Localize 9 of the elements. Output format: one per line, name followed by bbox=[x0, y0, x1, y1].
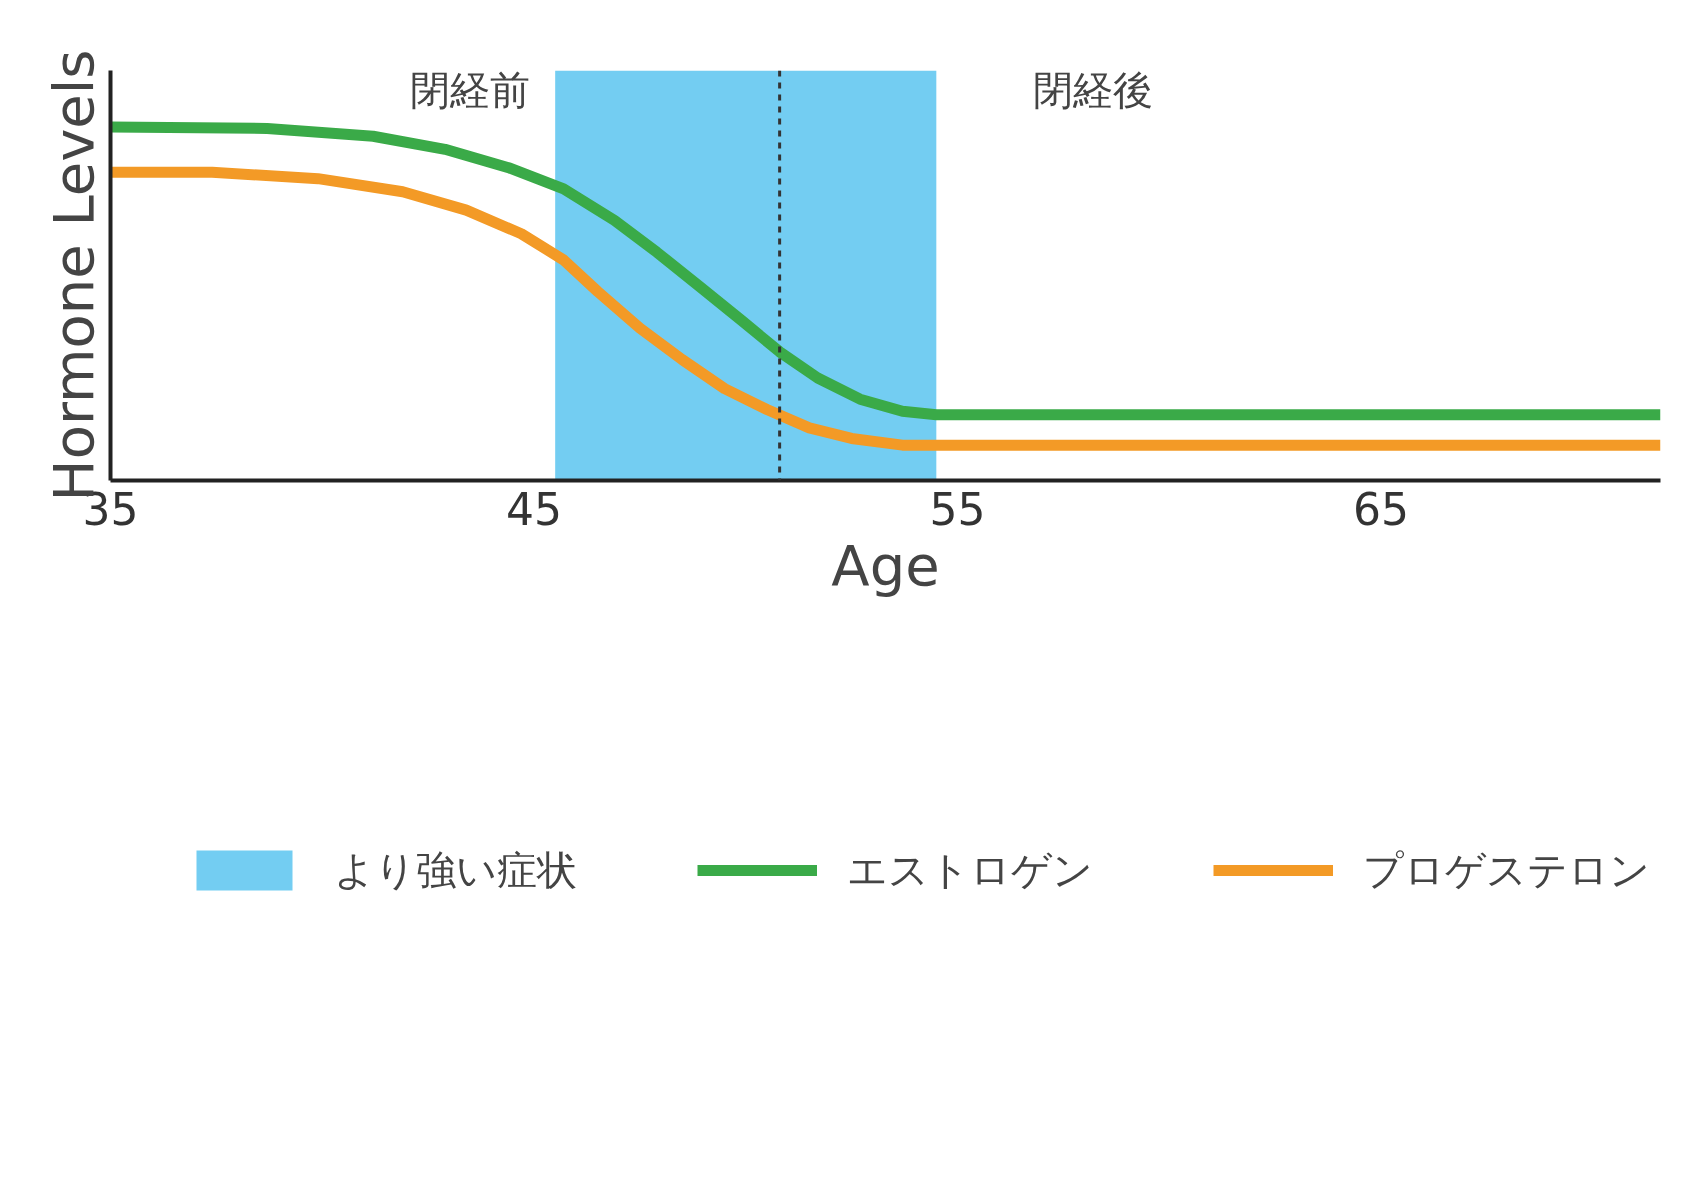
text: 閉経前 bbox=[410, 66, 531, 113]
x-tick-label: 45 bbox=[506, 483, 562, 535]
legend-label: プロゲステロン bbox=[1363, 845, 1650, 895]
x-tick-label: 65 bbox=[1353, 483, 1409, 535]
legend-label: エストロゲン bbox=[847, 845, 1093, 895]
x-axis-title: Age bbox=[831, 532, 940, 598]
x-tick-label: 55 bbox=[929, 483, 986, 535]
text: 閉経後 bbox=[1033, 66, 1154, 113]
legend-label: より強い症状 bbox=[334, 845, 577, 895]
